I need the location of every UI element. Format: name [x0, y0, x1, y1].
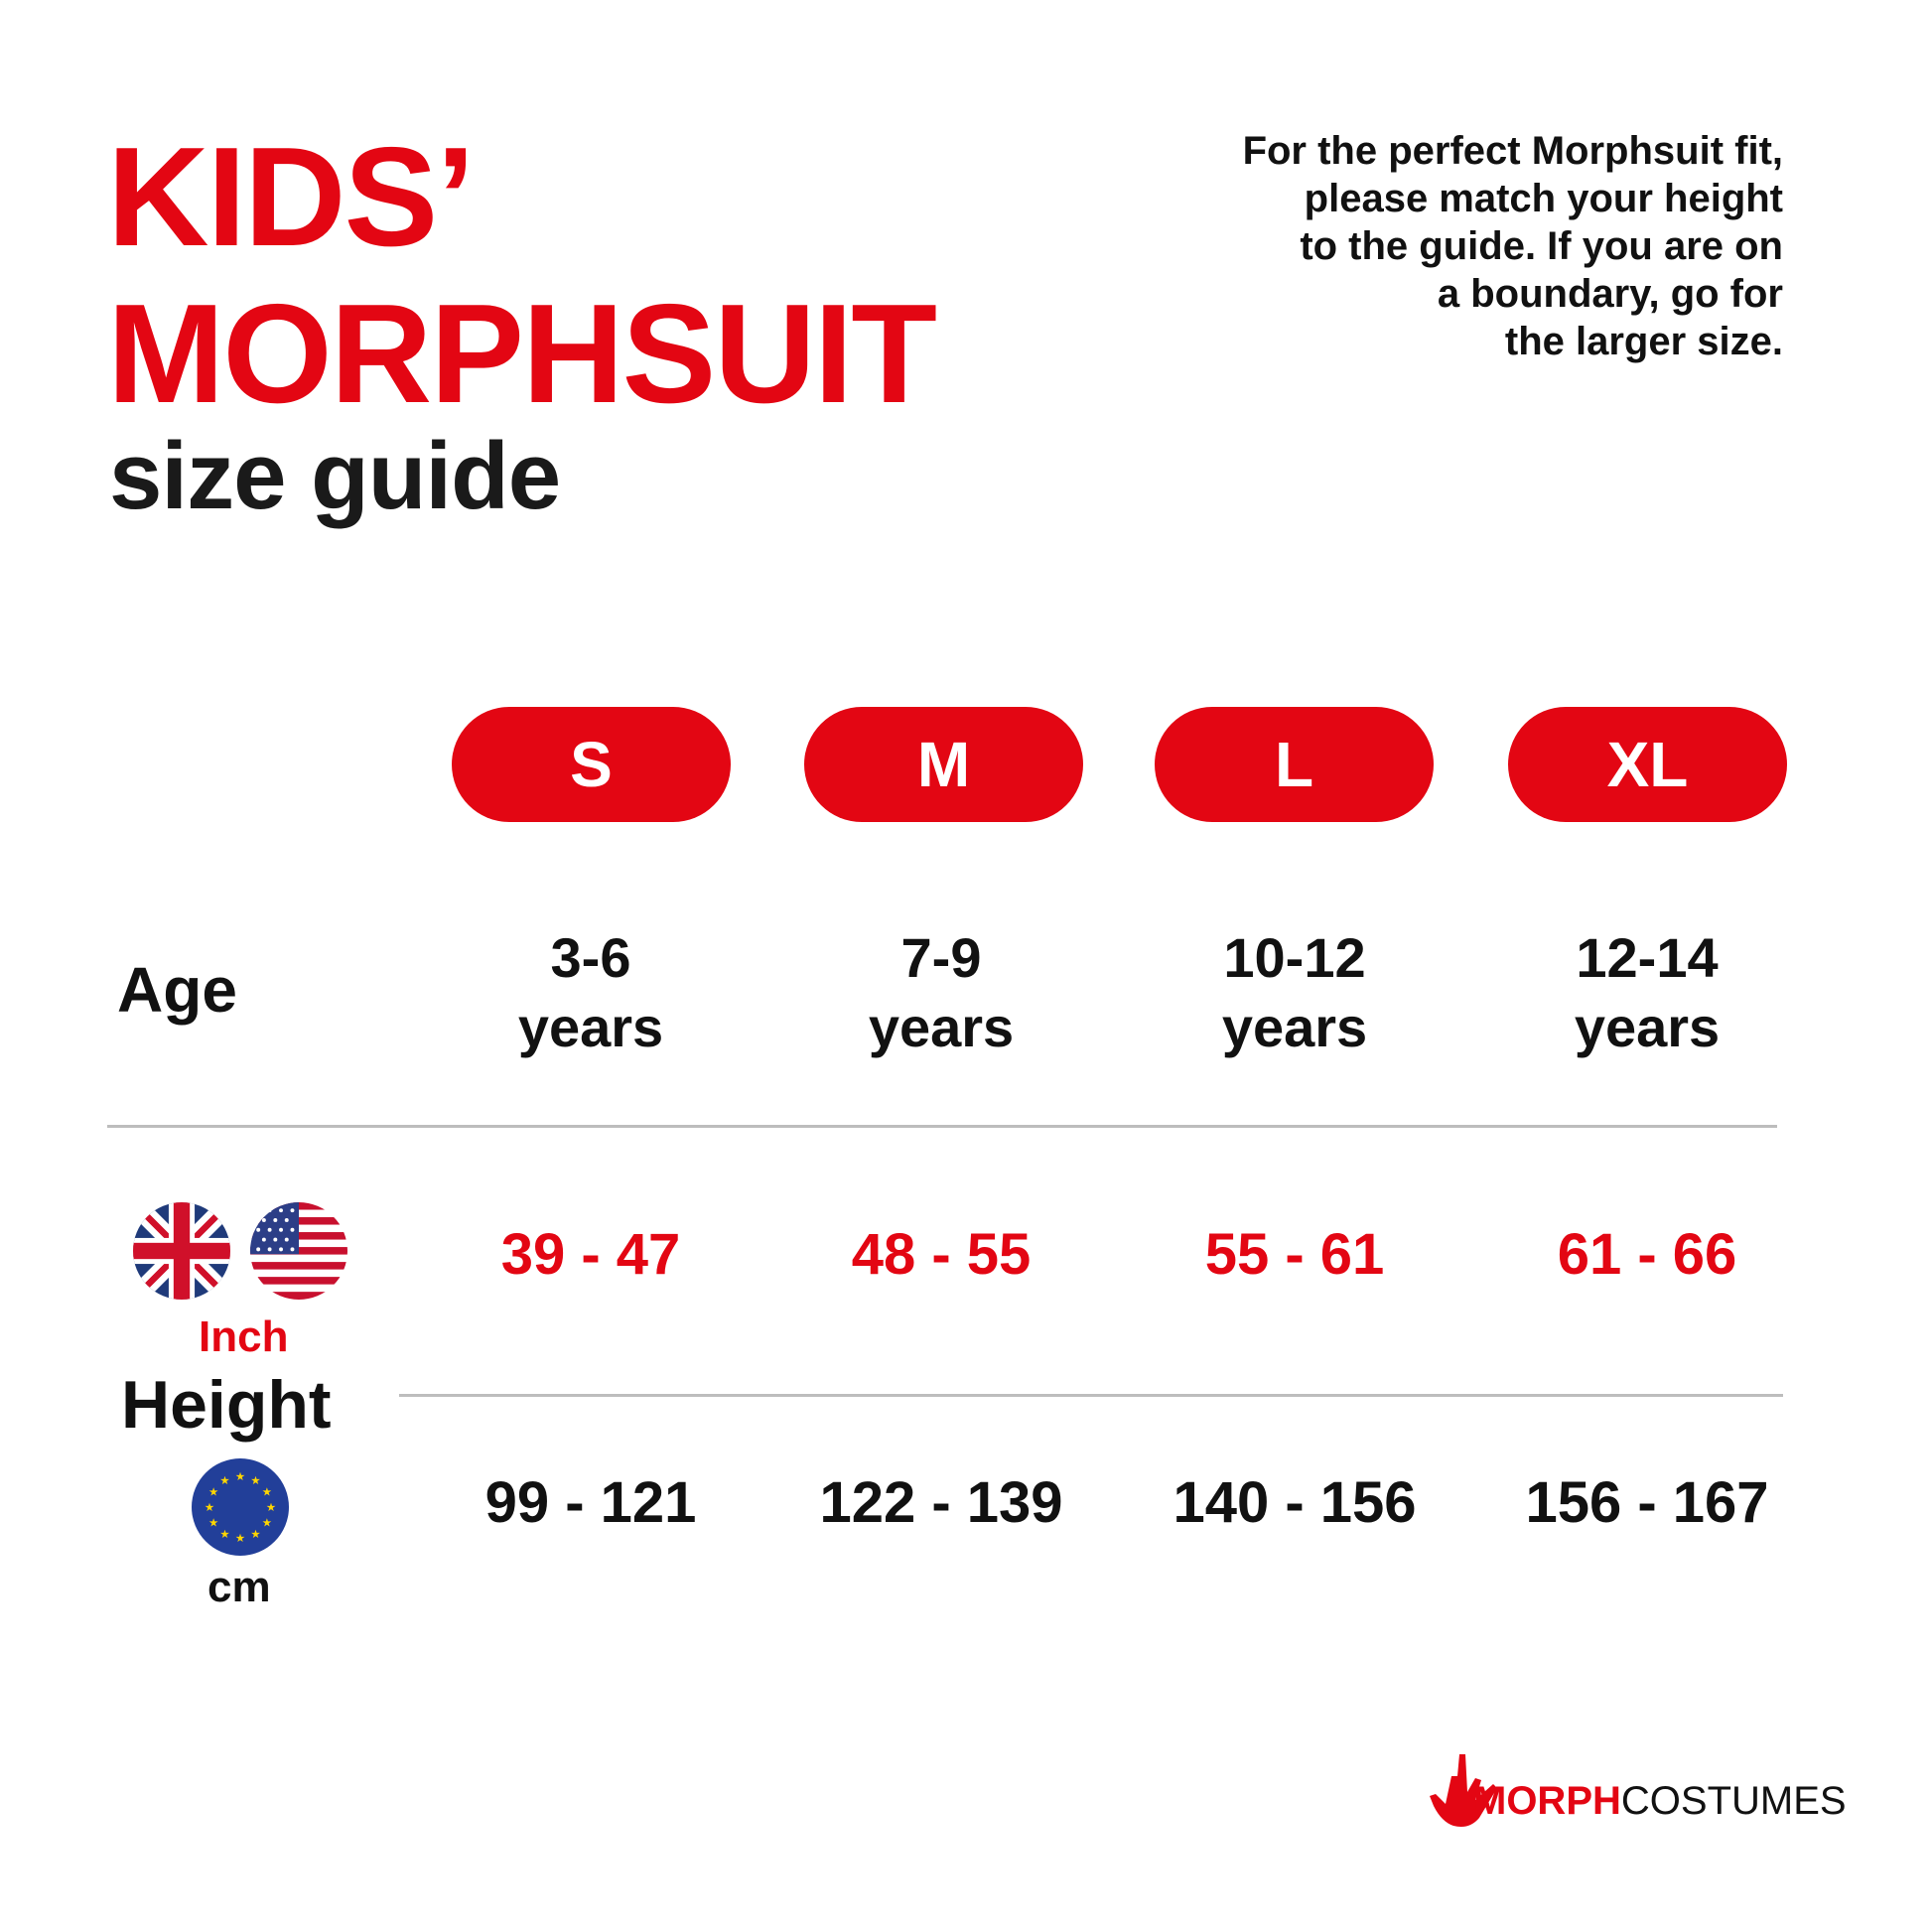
divider-age [107, 1125, 1777, 1128]
eu-star: ★ [250, 1475, 260, 1487]
age-cell: 7-9 years [772, 923, 1110, 1062]
cm-value: 99 - 121 [484, 1470, 697, 1535]
eu-star: ★ [235, 1471, 245, 1483]
age-range: 7-9 [900, 926, 982, 989]
morphcostumes-logo: MORPH COSTUMES [1430, 1742, 1847, 1832]
logo-costumes: COSTUMES [1620, 1779, 1847, 1823]
intro-line: the larger size. [1504, 320, 1783, 363]
intro-line: For the perfect Morphsuit fit, [1242, 129, 1783, 173]
size-pill-m: M [804, 707, 1083, 822]
eu-star: ★ [235, 1533, 245, 1545]
intro-line: to the guide. If you are on [1300, 224, 1783, 268]
inch-value: 39 - 47 [500, 1222, 681, 1287]
eu-star: ★ [250, 1529, 260, 1541]
eu-star: ★ [208, 1487, 218, 1499]
eu-star: ★ [266, 1502, 276, 1514]
inch-value: 48 - 55 [851, 1222, 1032, 1287]
eu-star: ★ [208, 1518, 218, 1530]
inch-label: Inch [199, 1312, 289, 1361]
eu-star: ★ [219, 1529, 229, 1541]
age-unit: years [1221, 996, 1368, 1058]
intro-text: For the perfect Morphsuit fit, please ma… [1088, 127, 1783, 365]
height-label: Height [121, 1367, 332, 1443]
eu-star: ★ [262, 1518, 272, 1530]
title-size-guide: size guide [109, 423, 561, 529]
intro-line: please match your height [1304, 177, 1783, 220]
uk-flag-icon [133, 1202, 230, 1300]
cm-value: 156 - 167 [1525, 1470, 1769, 1535]
age-cell: 3-6 years [422, 923, 759, 1062]
age-cell: 12-14 years [1478, 923, 1816, 1062]
us-flag-icon [250, 1202, 347, 1300]
age-unit: years [517, 996, 664, 1058]
age-range: 12-14 [1576, 926, 1719, 989]
cm-value: 122 - 139 [819, 1470, 1063, 1535]
age-cell: 10-12 years [1126, 923, 1463, 1062]
divider-height [399, 1394, 1783, 1397]
logo-morph: MORPH [1473, 1779, 1621, 1823]
size-pill-xl: XL [1508, 707, 1787, 822]
eu-star: ★ [219, 1475, 229, 1487]
title-kids: KIDS’ [107, 118, 476, 276]
inch-value: 61 - 66 [1557, 1222, 1737, 1287]
age-range: 10-12 [1223, 926, 1366, 989]
cm-label: cm [207, 1563, 271, 1611]
size-pill-l: L [1155, 707, 1434, 822]
size-pill-s: S [452, 707, 731, 822]
title-morphsuit: MORPHSUIT [107, 275, 937, 433]
eu-star: ★ [205, 1502, 214, 1514]
hand-icon [1430, 1754, 1497, 1827]
inch-value: 55 - 61 [1204, 1222, 1385, 1287]
cm-value: 140 - 156 [1173, 1470, 1417, 1535]
eu-flag-icon: ★ ★ ★ ★ ★ ★ ★ ★ ★ ★ ★ ★ [192, 1458, 289, 1556]
age-unit: years [868, 996, 1015, 1058]
age-range: 3-6 [550, 926, 631, 989]
eu-star: ★ [262, 1487, 272, 1499]
age-unit: years [1574, 996, 1721, 1058]
intro-line: a boundary, go for [1437, 272, 1783, 316]
age-label: Age [117, 954, 237, 1026]
